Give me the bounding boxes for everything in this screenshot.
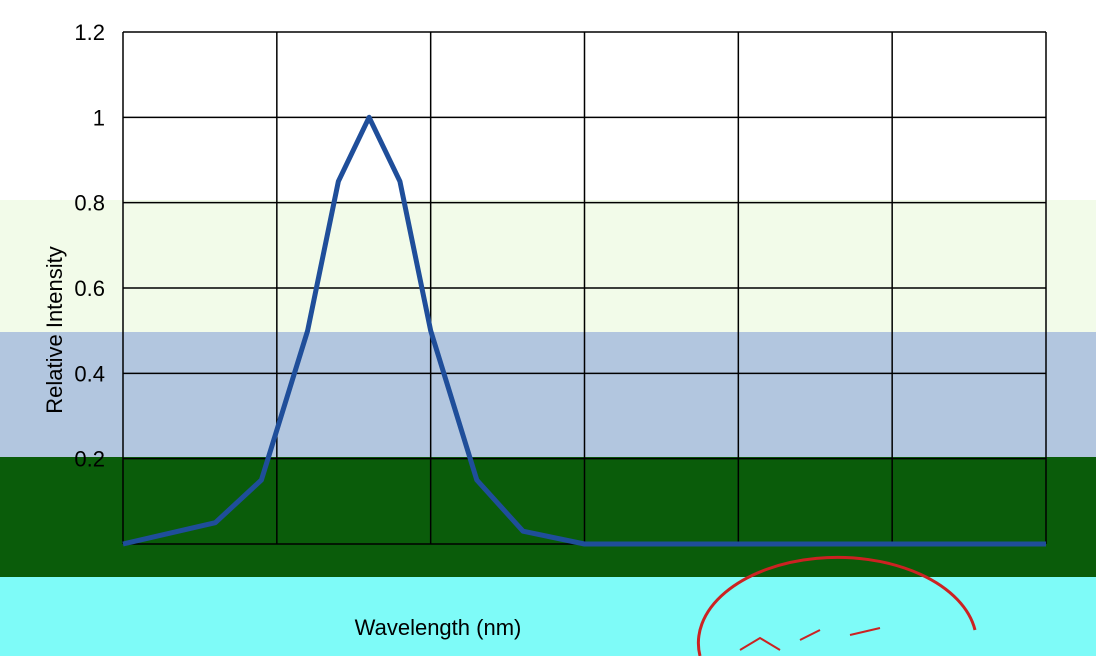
background-band-light-green (0, 200, 1096, 332)
seal-stamp (696, 555, 977, 656)
background-band-cyan (0, 577, 1096, 656)
y-tick-label: 1.2 (74, 20, 105, 45)
y-tick-label: 0.4 (74, 361, 105, 386)
y-tick-label: 0.8 (74, 191, 105, 216)
y-tick-label: 1 (93, 105, 105, 130)
y-tick-labels: 0.2 0.4 0.6 0.8 1 1.2 (74, 20, 105, 472)
x-axis-title: Wavelength (nm) (355, 615, 522, 640)
background-band-steel-blue (0, 332, 1096, 457)
background-band-top (0, 0, 1096, 200)
background-band-dark-green (0, 457, 1096, 577)
y-tick-label: 0.2 (74, 447, 105, 472)
y-tick-label: 0.6 (74, 276, 105, 301)
series-layer (122, 114, 1047, 547)
grid (122, 31, 1047, 545)
y-axis-title: Relative Intensity (42, 246, 67, 414)
